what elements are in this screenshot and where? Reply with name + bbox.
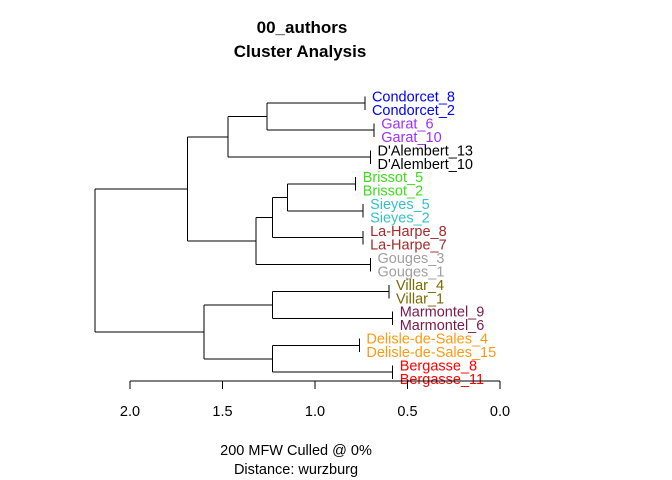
leaf-label: Garat_6 <box>381 116 433 132</box>
leaf-label: Sieyes_5 <box>370 197 430 213</box>
leaf-label: Marmontel_9 <box>400 305 485 321</box>
leaf-label: D'Alembert_10 <box>378 157 473 173</box>
leaf-label: Brissot_5 <box>363 170 423 186</box>
leaf-label: Sieyes_2 <box>370 211 430 227</box>
leaf-label: Garat_10 <box>381 130 441 146</box>
x-tick-label: 0.5 <box>397 404 417 420</box>
caption-mfw: 200 MFW Culled @ 0% <box>220 443 372 459</box>
x-tick-label: 0.0 <box>490 404 510 420</box>
leaf-label: La-Harpe_8 <box>370 224 447 240</box>
caption-distance: Distance: wurzburg <box>234 462 358 478</box>
chart-title: 00_authors <box>257 18 348 37</box>
leaf-label: Delisle-de-Sales_15 <box>366 345 496 361</box>
leaf-label: Condorcet_8 <box>372 90 455 106</box>
x-tick-label: 2.0 <box>120 404 140 420</box>
x-tick-label: 1.5 <box>212 404 232 420</box>
x-tick-label: 1.0 <box>305 404 325 420</box>
leaf-labels: Condorcet_8Condorcet_2Garat_6Garat_10D'A… <box>363 90 496 388</box>
x-axis: 2.0 1.5 1.0 0.5 0.0 <box>120 380 510 420</box>
leaf-label: Bergasse_11 <box>400 372 484 388</box>
leaf-label: Villar_1 <box>396 291 444 307</box>
leaf-label: Villar_4 <box>396 278 444 294</box>
leaf-label: Brissot_2 <box>363 184 423 200</box>
leaf-label: Bergasse_8 <box>400 359 477 375</box>
leaf-label: La-Harpe_7 <box>370 237 447 253</box>
leaf-label: D'Alembert_13 <box>378 143 473 159</box>
leaf-label: Gouges_3 <box>378 251 445 267</box>
leaf-label: Condorcet_2 <box>372 103 455 119</box>
dendrogram-tree <box>94 96 394 379</box>
chart-subtitle: Cluster Analysis <box>234 42 367 61</box>
leaf-label: Marmontel_6 <box>400 318 485 334</box>
leaf-label: Gouges_1 <box>378 264 445 280</box>
leaf-label: Delisle-de-Sales_4 <box>366 332 488 348</box>
